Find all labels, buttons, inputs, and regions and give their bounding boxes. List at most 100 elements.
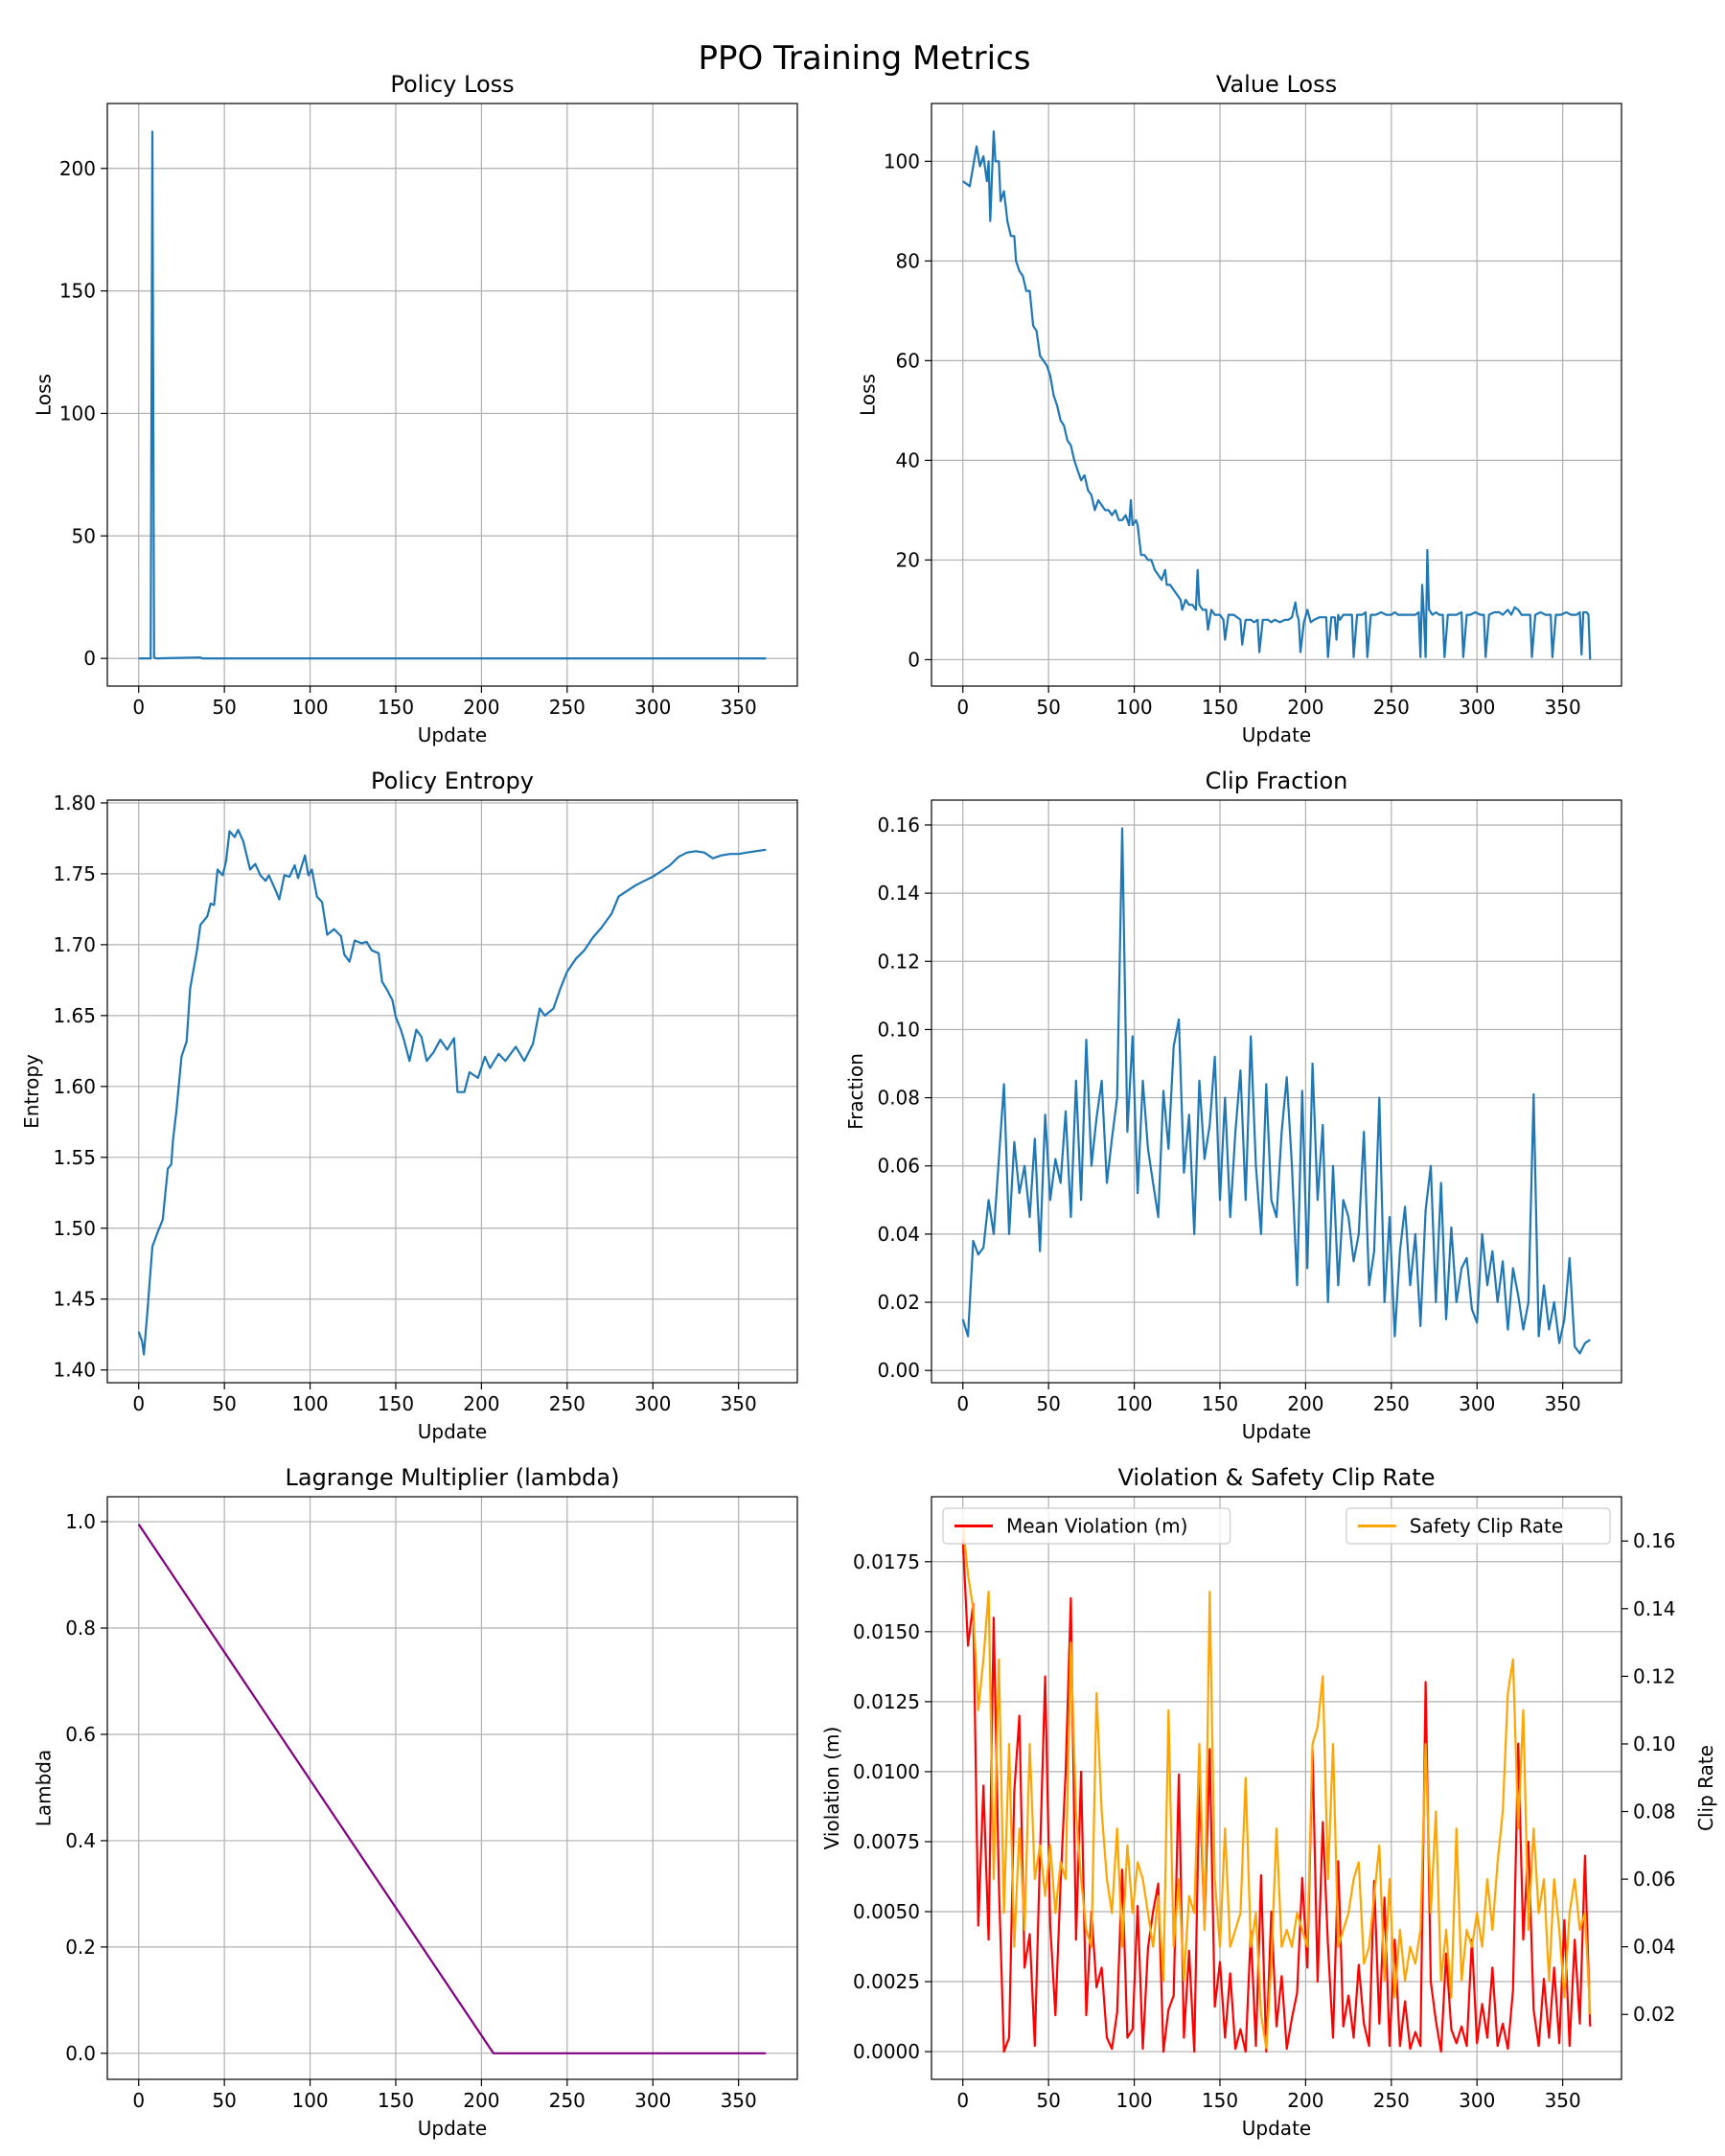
x-tick-label: 250 bbox=[1373, 2089, 1410, 2112]
subplot-title: Clip Fraction bbox=[1206, 768, 1348, 794]
x-axis-label: Update bbox=[418, 723, 487, 746]
figure-title: PPO Training Metrics bbox=[699, 39, 1031, 78]
subplot-value-loss: 0 50 100 150 200 250 300 350 0 20 40 60 80 100 Value L… bbox=[857, 71, 1622, 746]
y-tick-label: 1.0 bbox=[65, 1510, 96, 1533]
x-tick-label: 150 bbox=[1202, 1392, 1238, 1415]
x-tick-label: 250 bbox=[1373, 696, 1410, 719]
x-tick-label: 350 bbox=[1545, 696, 1581, 719]
x-tick-label: 350 bbox=[1545, 1392, 1581, 1415]
y-tick-label: 0.0 bbox=[65, 2042, 96, 2065]
y-tick-label: 100 bbox=[59, 401, 96, 424]
x-tick-label: 200 bbox=[463, 696, 499, 719]
legend-box bbox=[942, 1507, 1231, 1545]
x-tick-label: 350 bbox=[721, 2089, 757, 2112]
y-tick-label: 50 bbox=[72, 524, 96, 547]
x-tick-label: 0 bbox=[132, 1392, 145, 1415]
y2-tick-label: 0.04 bbox=[1633, 1936, 1676, 1959]
legend-box bbox=[1346, 1507, 1611, 1545]
y-tick-label: 1.50 bbox=[53, 1217, 96, 1240]
x-tick-label: 300 bbox=[1459, 1392, 1495, 1415]
y-tick-label: 0 bbox=[83, 647, 96, 670]
x-tick-label: 200 bbox=[463, 1392, 499, 1415]
x-axis-label: Update bbox=[1242, 2117, 1311, 2140]
x-tick-label: 350 bbox=[721, 1392, 757, 1415]
y-axis-label: Violation (m) bbox=[820, 1727, 843, 1850]
y-tick-label: 0.00 bbox=[877, 1359, 920, 1382]
x-tick-label: 100 bbox=[1116, 2089, 1152, 2112]
x-tick-label: 100 bbox=[1116, 696, 1152, 719]
y2-tick-label: 0.06 bbox=[1633, 1868, 1676, 1891]
y-tick-label: 0.0125 bbox=[853, 1690, 920, 1713]
series-line-safety-clip-rate bbox=[961, 1524, 1592, 2050]
subplot-grid: 0 50 100 150 200 250 300 350 0 50 100 150 200 Policy … bbox=[20, 71, 1717, 2140]
x-tick-label: 350 bbox=[721, 696, 757, 719]
series-line-mean-violation-m bbox=[961, 1539, 1592, 2053]
x-axis-label: Update bbox=[1242, 1420, 1311, 1443]
y-axis-label: Loss bbox=[33, 374, 56, 416]
x-tick-label: 200 bbox=[1287, 2089, 1323, 2112]
legend-label: Safety Clip Rate bbox=[1410, 1515, 1563, 1538]
y-axis-label: Lambda bbox=[33, 1750, 56, 1827]
subplot-clip-fraction: 0 50 100 150 200 250 300 350 0.00 0.02 0.04 0.06 0.0… bbox=[844, 768, 1622, 1443]
subplot-policy-loss: 0 50 100 150 200 250 300 350 0 50 100 150 200 Policy … bbox=[33, 71, 798, 746]
subplot-lagrange-multiplier-lambda: 0 50 100 150 200 250 300 350 0.0 0.2 0.4 0.6 0.8 1.0 L… bbox=[33, 1464, 798, 2140]
series-line bbox=[138, 130, 767, 660]
y-tick-label: 200 bbox=[59, 157, 96, 180]
x-tick-label: 50 bbox=[1036, 1392, 1060, 1415]
y2-axis-label: Clip Rate bbox=[1694, 1745, 1717, 1831]
x-tick-label: 0 bbox=[132, 2089, 145, 2112]
series-line bbox=[137, 829, 767, 1356]
y-tick-label: 80 bbox=[896, 249, 920, 272]
subplot-title: Policy Loss bbox=[390, 71, 514, 98]
y-tick-label: 0.16 bbox=[877, 814, 920, 837]
axes-frame bbox=[106, 799, 798, 1384]
series-line bbox=[961, 827, 1591, 1355]
legend-label: Mean Violation (m) bbox=[1006, 1515, 1187, 1538]
y-tick-label: 0.0100 bbox=[853, 1760, 920, 1783]
series-line bbox=[137, 1524, 767, 2054]
subplot-title: Policy Entropy bbox=[371, 768, 534, 794]
subplot-title: Violation & Safety Clip Rate bbox=[1118, 1464, 1436, 1491]
x-tick-label: 200 bbox=[1287, 696, 1323, 719]
y-tick-label: 0.0175 bbox=[853, 1550, 920, 1573]
y2-tick-label: 0.16 bbox=[1633, 1529, 1676, 1552]
y2-tick-label: 0.12 bbox=[1633, 1664, 1676, 1687]
series-line bbox=[962, 130, 1592, 660]
y-tick-label: 0.0050 bbox=[853, 1900, 920, 1923]
y-tick-label: 100 bbox=[884, 149, 920, 172]
y-tick-label: 0.10 bbox=[877, 1018, 920, 1041]
y-tick-label: 0.6 bbox=[65, 1723, 96, 1746]
x-tick-label: 50 bbox=[212, 1392, 236, 1415]
legend-right: Safety Clip Rate bbox=[1346, 1507, 1611, 1545]
x-tick-label: 200 bbox=[463, 2089, 499, 2112]
x-tick-label: 300 bbox=[634, 696, 671, 719]
x-tick-label: 300 bbox=[634, 2089, 671, 2112]
x-tick-label: 150 bbox=[1202, 696, 1238, 719]
y2-tick-label: 0.08 bbox=[1633, 1800, 1676, 1823]
x-tick-label: 250 bbox=[549, 696, 586, 719]
x-tick-label: 200 bbox=[1287, 1392, 1323, 1415]
x-tick-label: 150 bbox=[1202, 2089, 1238, 2112]
x-tick-label: 50 bbox=[212, 2089, 236, 2112]
y-tick-label: 0.8 bbox=[65, 1617, 96, 1640]
subplot-title: Value Loss bbox=[1216, 71, 1337, 98]
x-tick-label: 300 bbox=[1459, 696, 1495, 719]
y-tick-label: 0.0000 bbox=[853, 2040, 920, 2063]
x-tick-label: 50 bbox=[1036, 2089, 1060, 2112]
y-tick-label: 1.55 bbox=[53, 1146, 96, 1169]
y-axis-label: Loss bbox=[857, 374, 880, 416]
subplot-policy-entropy: 0 50 100 150 200 250 300 350 1.40 1.45 1.50 1.55 1.6… bbox=[20, 768, 798, 1443]
y-tick-label: 1.60 bbox=[53, 1075, 96, 1098]
y-tick-label: 0.06 bbox=[877, 1155, 920, 1178]
x-tick-label: 50 bbox=[1036, 696, 1060, 719]
y-axis-label: Entropy bbox=[20, 1054, 43, 1129]
y-tick-label: 0.08 bbox=[877, 1087, 920, 1110]
y-axis-label: Fraction bbox=[844, 1053, 867, 1130]
y-tick-label: 1.65 bbox=[53, 1004, 96, 1027]
y-tick-label: 0.14 bbox=[877, 882, 920, 905]
subplot-title: Lagrange Multiplier (lambda) bbox=[286, 1464, 620, 1491]
y-tick-label: 1.75 bbox=[53, 862, 96, 885]
x-tick-label: 150 bbox=[378, 1392, 414, 1415]
x-tick-label: 0 bbox=[132, 696, 145, 719]
